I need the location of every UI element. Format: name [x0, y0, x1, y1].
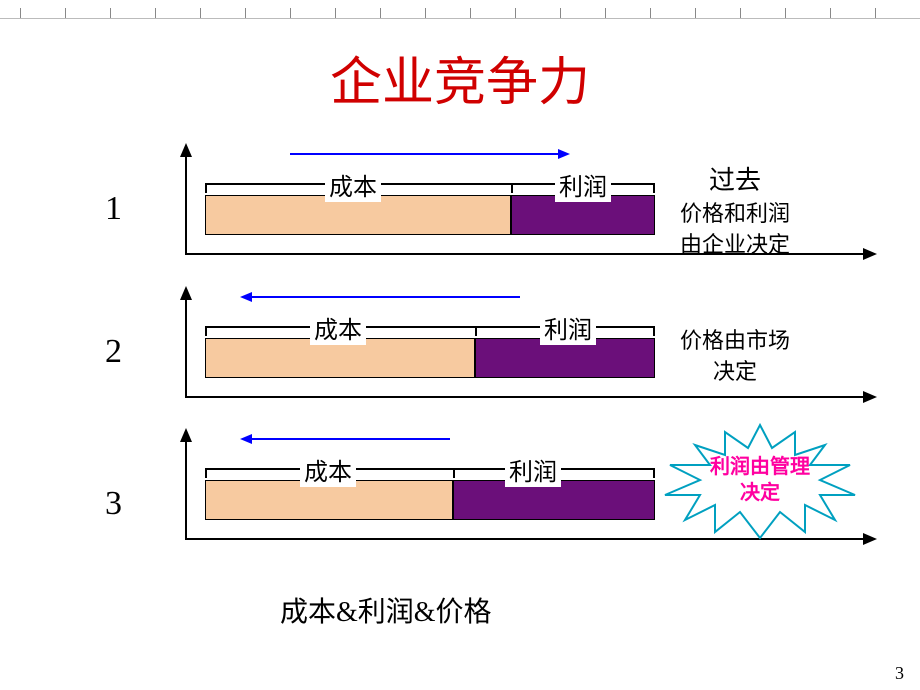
- cost-label: 成本: [325, 167, 381, 202]
- bracket-tick: [511, 183, 513, 193]
- blue-arrow-head: [558, 149, 570, 159]
- y-axis-arrow: [180, 143, 192, 157]
- bracket-tick: [205, 468, 207, 478]
- blue-arrow-line: [250, 438, 450, 440]
- cost-label: 成本: [310, 310, 366, 345]
- row-number: 3: [105, 485, 122, 523]
- star-line2: 决定: [710, 480, 810, 506]
- row-text-line2: 由企业决定: [680, 230, 790, 261]
- bracket-tick: [653, 468, 655, 478]
- page-number: 3: [895, 663, 904, 684]
- bracket-tick: [205, 183, 207, 193]
- page-title: 企业竞争力: [0, 40, 920, 115]
- blue-arrow-line: [250, 296, 520, 298]
- bracket-line: [205, 468, 655, 470]
- y-axis: [185, 298, 187, 398]
- y-axis-arrow: [180, 428, 192, 442]
- starburst-text: 利润由管理 决定: [710, 454, 810, 506]
- bracket-tick: [205, 326, 207, 336]
- x-axis: [185, 396, 865, 398]
- y-axis: [185, 155, 187, 255]
- x-axis-arrow: [863, 248, 877, 260]
- row-description: 过去 价格和利润 由企业决定: [680, 163, 790, 261]
- footer-caption: 成本&利润&价格: [280, 590, 492, 630]
- bracket-tick: [475, 326, 477, 336]
- row-text-line1: 价格和利润: [680, 199, 790, 230]
- y-axis-arrow: [180, 286, 192, 300]
- row-number: 1: [105, 190, 122, 228]
- bracket-tick: [653, 326, 655, 336]
- blue-arrow-line: [290, 153, 560, 155]
- row-text-line2: 决定: [680, 357, 790, 388]
- bracket-tick: [653, 183, 655, 193]
- profit-label: 利润: [505, 452, 561, 487]
- bracket-tick: [453, 468, 455, 478]
- x-axis-arrow: [863, 533, 877, 545]
- blue-arrow-head: [240, 292, 252, 302]
- starburst-callout: 利润由管理 决定: [660, 420, 860, 540]
- row-number: 2: [105, 333, 122, 371]
- row-text-line1: 价格由市场: [680, 326, 790, 357]
- profit-label: 利润: [555, 167, 611, 202]
- cost-label: 成本: [300, 452, 356, 487]
- blue-arrow-head: [240, 434, 252, 444]
- row-title: 过去: [680, 163, 790, 199]
- y-axis: [185, 440, 187, 540]
- row-description: 价格由市场 决定: [680, 326, 790, 388]
- x-axis-arrow: [863, 391, 877, 403]
- star-line1: 利润由管理: [710, 454, 810, 480]
- profit-label: 利润: [540, 310, 596, 345]
- top-ruler: [0, 0, 920, 19]
